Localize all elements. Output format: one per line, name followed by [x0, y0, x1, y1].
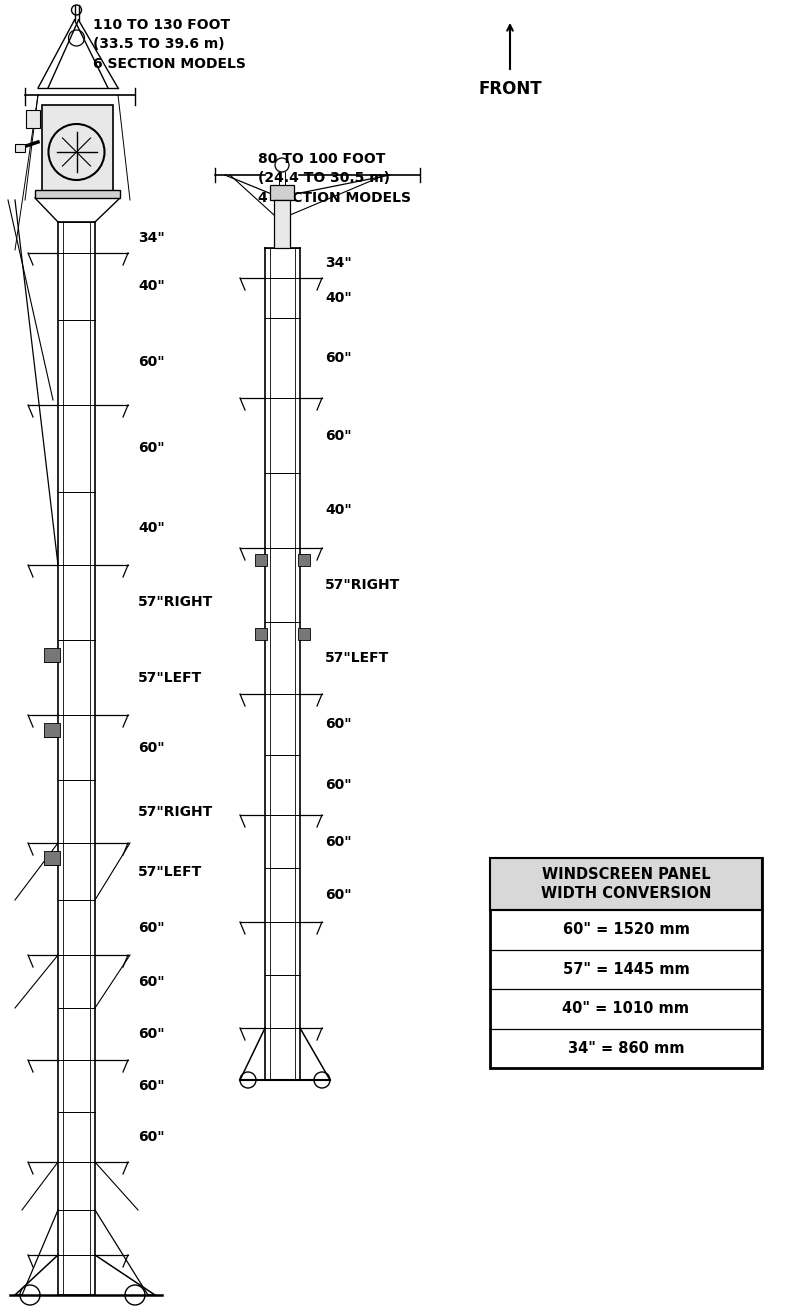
Bar	[274, 200, 290, 248]
Bar	[490, 858, 762, 911]
Bar	[44, 648, 60, 662]
Bar	[298, 555, 310, 566]
Text: 57"RIGHT: 57"RIGHT	[138, 804, 213, 819]
Text: 60": 60"	[325, 888, 351, 901]
Text: 57"RIGHT: 57"RIGHT	[325, 578, 400, 593]
Text: 60": 60"	[138, 741, 165, 754]
Bar	[15, 145, 25, 152]
Text: 60": 60"	[325, 717, 351, 732]
Text: 60": 60"	[138, 1028, 165, 1041]
Bar	[490, 858, 762, 1068]
Text: 60": 60"	[138, 1130, 165, 1144]
Text: 34": 34"	[138, 230, 165, 244]
Text: 60": 60"	[325, 351, 351, 365]
Bar	[255, 555, 267, 566]
Text: 57"RIGHT: 57"RIGHT	[138, 595, 213, 610]
Text: WINDSCREEN PANEL
WIDTH CONVERSION: WINDSCREEN PANEL WIDTH CONVERSION	[541, 867, 712, 901]
Text: 40": 40"	[138, 280, 165, 293]
Text: 60" = 1520 mm: 60" = 1520 mm	[563, 922, 689, 937]
Text: 60": 60"	[325, 428, 351, 443]
Text: 40": 40"	[325, 503, 351, 518]
Text: 40": 40"	[325, 290, 351, 305]
Text: 57"LEFT: 57"LEFT	[138, 670, 202, 685]
Bar	[26, 110, 40, 127]
Text: 57"LEFT: 57"LEFT	[325, 650, 390, 665]
Text: 60": 60"	[138, 442, 165, 456]
Bar	[44, 851, 60, 865]
Text: 60": 60"	[138, 975, 165, 988]
Bar	[490, 858, 762, 911]
Bar	[44, 723, 60, 737]
Bar	[35, 191, 120, 198]
Text: 60": 60"	[325, 778, 351, 792]
Bar	[255, 628, 267, 640]
Bar	[298, 628, 310, 640]
Text: 80 TO 100 FOOT
(24.4 TO 30.5 m)
4 SECTION MODELS: 80 TO 100 FOOT (24.4 TO 30.5 m) 4 SECTIO…	[258, 152, 411, 205]
Text: 60": 60"	[138, 356, 165, 369]
Text: 57" = 1445 mm: 57" = 1445 mm	[563, 962, 689, 976]
Bar	[42, 105, 113, 194]
Text: FRONT: FRONT	[478, 80, 542, 99]
Text: 57"LEFT: 57"LEFT	[138, 865, 202, 879]
Text: 60": 60"	[138, 921, 165, 934]
Text: 40": 40"	[138, 522, 165, 536]
Bar	[270, 185, 294, 200]
Text: 110 TO 130 FOOT
(33.5 TO 39.6 m)
6 SECTION MODELS: 110 TO 130 FOOT (33.5 TO 39.6 m) 6 SECTI…	[93, 18, 246, 71]
Text: 34" = 860 mm: 34" = 860 mm	[568, 1041, 684, 1055]
Text: 60": 60"	[325, 834, 351, 849]
Text: 60": 60"	[138, 1079, 165, 1093]
Text: 40" = 1010 mm: 40" = 1010 mm	[563, 1001, 689, 1016]
Text: 34": 34"	[325, 256, 351, 269]
